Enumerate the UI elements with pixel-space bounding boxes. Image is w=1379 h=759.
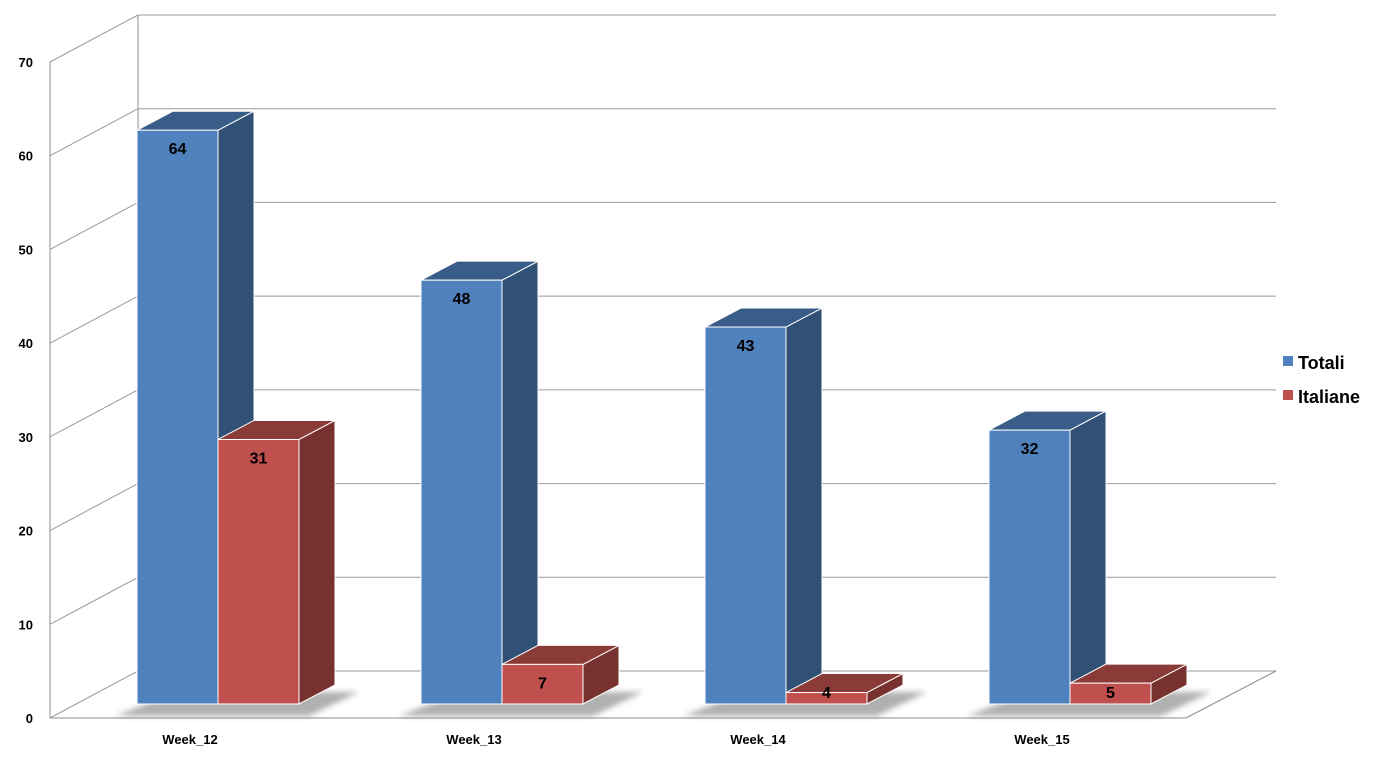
legend-label: Totali <box>1298 353 1345 373</box>
data-label: 43 <box>737 338 755 355</box>
x-axis-labels: Week_12 Week_13 Week_14 Week_15 <box>162 732 1069 747</box>
bar-side <box>785 307 823 705</box>
bar-front <box>217 438 300 705</box>
gridline-side <box>49 576 139 625</box>
bars <box>136 110 1188 705</box>
gridline-side <box>49 670 139 719</box>
bar-side <box>1069 410 1107 705</box>
data-label: 32 <box>1021 441 1039 458</box>
legend: Totali Italiane <box>1283 353 1360 407</box>
y-tick-label: 40 <box>19 336 33 351</box>
y-axis-ticks: 0 10 20 30 40 50 60 70 <box>19 55 33 726</box>
bar-italiane-week_14 <box>785 672 904 705</box>
bar-totali-week_15 <box>988 410 1107 705</box>
data-label: 5 <box>1106 685 1115 702</box>
bar-front <box>785 692 868 705</box>
bar-front <box>136 129 219 705</box>
gridline-side <box>49 389 139 438</box>
gridline-side <box>49 295 139 344</box>
bar-totali-week_13 <box>420 260 539 705</box>
gridline-side <box>49 483 139 532</box>
legend-label: Italiane <box>1298 387 1360 407</box>
x-tick-label: Week_15 <box>1014 732 1069 747</box>
floor-right-edge <box>1185 670 1277 719</box>
legend-swatch <box>1283 356 1293 366</box>
bar-front <box>1069 682 1152 705</box>
data-labels: 64 31 48 7 43 4 32 5 <box>169 141 1115 702</box>
y-tick-label: 70 <box>19 55 33 70</box>
x-tick-label: Week_12 <box>162 732 217 747</box>
data-label: 7 <box>538 675 547 692</box>
bar-front <box>704 326 787 705</box>
x-tick-label: Week_13 <box>446 732 501 747</box>
y-tick-label: 0 <box>26 711 33 726</box>
gridline-side <box>49 108 139 157</box>
data-label: 48 <box>453 291 471 308</box>
bar-front <box>420 279 503 705</box>
x-tick-label: Week_14 <box>730 732 786 747</box>
bar-totali-week_14 <box>704 307 823 705</box>
data-label: 64 <box>169 141 187 158</box>
y-tick-label: 60 <box>19 149 33 164</box>
gridline-side <box>49 14 139 63</box>
bar-italiane-week_15 <box>1069 663 1188 705</box>
y-tick-label: 30 <box>19 430 33 445</box>
data-label: 4 <box>822 685 831 702</box>
bar-italiane-week_12 <box>217 419 336 705</box>
gridline-side <box>49 201 139 250</box>
bar-totali-week_12 <box>136 110 255 705</box>
bar-side <box>298 419 336 705</box>
data-label: 31 <box>250 450 268 467</box>
bar-side <box>501 260 539 705</box>
bar-front <box>501 663 584 705</box>
y-tick-label: 50 <box>19 242 33 257</box>
bar-front <box>988 429 1071 705</box>
y-tick-label: 10 <box>19 617 33 632</box>
y-tick-label: 20 <box>19 524 33 539</box>
bar-italiane-week_13 <box>501 644 620 705</box>
legend-swatch <box>1283 390 1293 400</box>
